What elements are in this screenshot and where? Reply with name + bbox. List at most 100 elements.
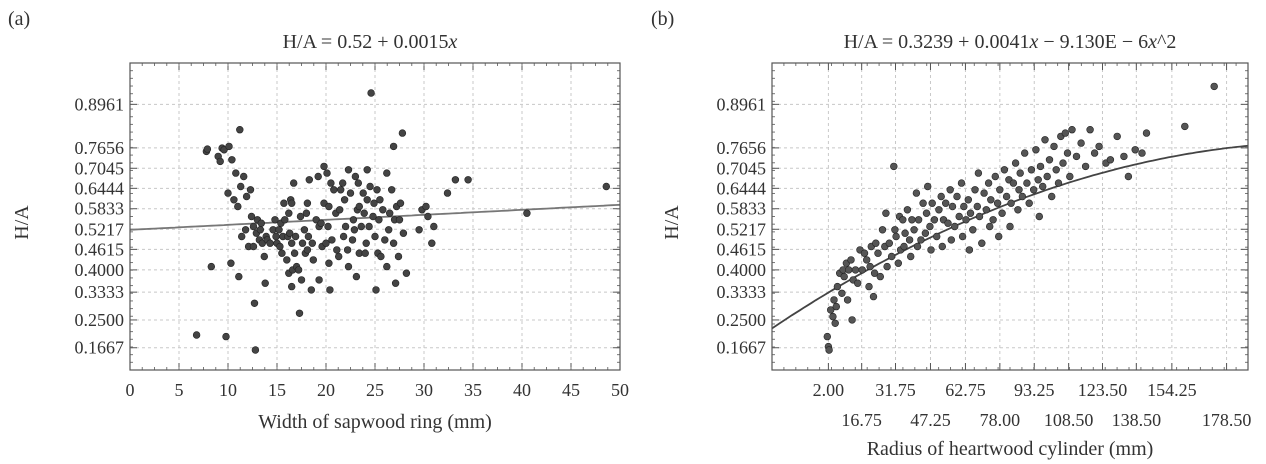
chart-b-point — [890, 162, 898, 171]
chart-b-point — [960, 202, 968, 211]
chart-a-point — [377, 252, 385, 261]
chart-b-point — [965, 246, 974, 254]
chart-b-point — [1068, 125, 1076, 134]
chart-b-point — [833, 282, 842, 291]
chart-b-point — [912, 189, 921, 197]
chart-b-point — [1138, 149, 1146, 157]
chart-b-point — [1014, 206, 1022, 214]
chart-b-point — [847, 256, 855, 264]
chart-b-ytick-label: 0.3333 — [717, 282, 767, 302]
chart-b-point — [958, 232, 967, 241]
chart-b-point — [1015, 186, 1023, 194]
chart-b-ytick-label: 0.6444 — [717, 178, 767, 198]
chart-a-point — [367, 89, 375, 97]
chart-b-point — [1027, 166, 1036, 174]
chart-a-point — [288, 199, 296, 207]
chart-a-point — [372, 286, 380, 294]
chart-b-ytick-label: 0.2500 — [717, 310, 767, 330]
chart-b-fit-line — [771, 144, 1249, 330]
chart-a-point — [256, 226, 264, 234]
chart-a-xtick-label: 50 — [611, 380, 629, 400]
chart-b-point — [870, 269, 879, 277]
chart-b-point — [830, 296, 838, 304]
chart-b-ylabel: H/A — [661, 205, 683, 240]
chart-a-xtick-label: 25 — [366, 380, 384, 400]
chart-b-point — [957, 179, 966, 187]
chart-a-point — [330, 186, 338, 194]
chart-b-point — [1059, 159, 1067, 167]
panel-b-label: (b) — [651, 8, 675, 30]
chart-a-point — [381, 236, 389, 244]
chart-b-point — [892, 232, 900, 241]
chart-b-point — [1018, 192, 1027, 201]
chart-b-point — [1120, 152, 1128, 161]
chart-a-point — [376, 196, 384, 204]
chart-b-point — [1050, 142, 1058, 151]
chart-a-point — [324, 222, 332, 231]
chart-a-point — [363, 196, 371, 204]
chart-a-point — [266, 239, 274, 247]
chart-a-ytick-label: 0.6444 — [75, 178, 125, 198]
chart-b-point — [998, 209, 1006, 217]
chart-b-point — [1047, 192, 1056, 201]
chart-b-point — [838, 289, 846, 297]
chart-b-xtick-label: 178.50 — [1202, 410, 1252, 430]
chart-a-point — [314, 172, 322, 181]
chart-a-point — [326, 286, 334, 294]
chart-b-point — [913, 242, 922, 251]
chart-a-point — [386, 209, 394, 217]
chart-a-ytick-label: 0.7656 — [75, 138, 125, 158]
chart-b-xtick-label: 47.25 — [910, 410, 951, 430]
chart-b-point — [973, 202, 981, 211]
chart-a-point — [388, 186, 396, 194]
chart-b-point — [948, 202, 957, 211]
chart-a-point — [443, 189, 452, 197]
chart-a-point — [281, 216, 289, 224]
chart-a-point — [363, 166, 371, 174]
chart-b-point — [1034, 176, 1042, 184]
chart-b-point — [1077, 139, 1085, 147]
chart-a-point — [295, 309, 304, 317]
chart-b-point — [930, 216, 939, 224]
chart-a-point — [340, 196, 349, 204]
chart-a-xtick-label: 5 — [175, 380, 184, 400]
chart-b-point — [1016, 169, 1024, 177]
chart-a-point — [257, 219, 265, 227]
chart-a-point — [222, 332, 230, 341]
chart-a-point — [375, 216, 383, 224]
chart-b-point — [840, 272, 848, 281]
chart-b-point — [938, 242, 946, 251]
chart-a-point — [227, 259, 235, 267]
chart-b-point — [969, 226, 977, 234]
chart-a-xtick-label: 35 — [464, 380, 482, 400]
chart-a-point — [373, 186, 381, 194]
chart-b-point — [926, 222, 934, 231]
chart-b-frame — [771, 62, 1249, 371]
chart-a-point — [242, 192, 251, 201]
chart-b-point — [1131, 146, 1139, 154]
chart-a-xlabel: Width of sapwood ring (mm) — [258, 411, 492, 433]
chart-b-point — [991, 172, 999, 181]
chart-a-point — [320, 162, 328, 171]
chart-b-point — [1072, 152, 1081, 161]
chart-b-ytick-label: 0.4000 — [717, 260, 767, 280]
chart-a-point — [290, 179, 298, 187]
chart-b-point — [874, 249, 882, 257]
chart-b-point — [851, 266, 860, 274]
chart-b-point — [971, 186, 979, 194]
chart-a-ytick-label: 0.1667 — [75, 338, 125, 358]
chart-a-point — [240, 172, 248, 181]
chart-b-point — [1036, 162, 1045, 171]
chart-a-point — [355, 202, 363, 211]
chart-a-point — [360, 209, 368, 217]
chart-b-point — [947, 236, 955, 244]
chart-a-point — [351, 172, 360, 181]
chart-a-point — [424, 212, 432, 221]
chart-a-point — [228, 156, 236, 164]
chart-b-point — [946, 186, 954, 194]
chart-b-xtick-label: 108.50 — [1044, 410, 1094, 430]
chart-b-xtick-label: 93.25 — [1014, 380, 1055, 400]
chart-a-point — [389, 239, 398, 247]
chart-a-ylabel: H/A — [11, 205, 33, 240]
